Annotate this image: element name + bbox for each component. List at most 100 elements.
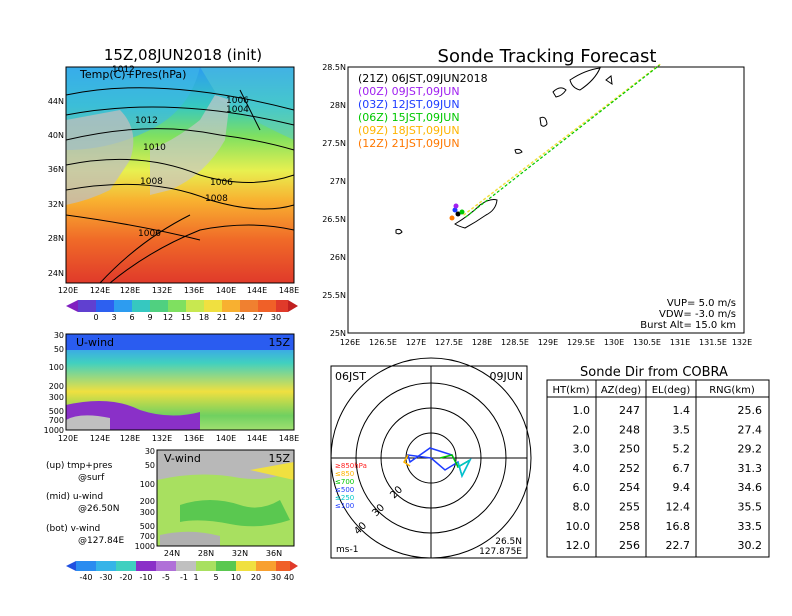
wind-colorbar-tick: -1 [180,573,188,582]
table-body: 1.0 247 1.4 25.6 2.0 248 3.5 27.4 3.0 250 5.2 29.2 4… [566,404,763,552]
temp-colorbar-tick: 27 [253,313,263,322]
v-wind-y-tick: 30 [145,447,155,456]
v-wind-y-tick: 1000 [135,542,155,551]
v-wind-y-tick: 100 [140,480,155,489]
temp-colorbar-tick: 6 [129,313,134,322]
wind-colorbar-tick: 20 [251,573,261,582]
left-map-x-tick: 148E [279,286,299,295]
track-title: Sonde Tracking Forecast [438,46,657,67]
table-header-cell: AZ(deg) [601,385,641,396]
table-cell: 256 [619,539,640,552]
isobar-label: 1010 [143,143,166,153]
table-cell: 25.6 [738,404,763,417]
note-mid-2: @26.50N [78,504,120,514]
track-x-tick: 129.5E [567,338,595,347]
u-wind-time: 15Z [268,336,290,349]
track-x-ticks: 126E 126.5E 127E 127.5E 128E 128.5E 129E… [340,338,752,347]
launch-point [453,203,459,209]
u-wind-x-tick: 148E [279,434,299,443]
table-cell: 3.5 [673,423,691,436]
temp-colorbar-tick: 24 [235,313,245,322]
isobar-labels: 1012 1012 1006 1004 1010 1008 1006 1008 … [112,65,249,239]
track-legend: (21Z) 06JST,09JUN2018 (00Z) 09JST,09JUN … [358,72,488,150]
polar-lat: 26.5N [495,537,522,547]
temp-colorbar-tick: 12 [163,313,173,322]
table-cell: 9.4 [673,481,691,494]
v-wind-y-tick: 200 [140,497,155,506]
u-wind-x-tick: 128E [120,434,140,443]
legend-notes: (up) tmp+pres @surf (mid) u-wind @26.50N… [46,461,124,546]
u-wind-y-tick: 200 [49,382,64,391]
isobar-label: 1006 [138,229,161,239]
table-cell: 247 [619,404,640,417]
wind-colorbar-tick: -40 [79,573,92,582]
track-y-tick: 28.5N [322,63,346,72]
track-y-tick: 26.5N [322,215,346,224]
table-cell: 258 [619,520,640,533]
wind-colorbar-tick: -5 [162,573,170,582]
left-map-y-ticks: 44N 40N 36N 32N 28N 24N [48,97,64,278]
u-wind-x-tick: 120E [58,434,78,443]
overlay-label: Temp(C)+Pres(hPa) [79,68,186,81]
altitude-legend-item: ≤100 [335,502,354,510]
left-map-x-tick: 120E [58,286,78,295]
u-wind-y-tick: 30 [54,331,64,340]
polar-unit: ms-1 [336,545,358,555]
wind-colorbar-tick: -10 [139,573,152,582]
altitude-legend-item: ≤500 [335,486,354,494]
isobar-label: 1006 [226,96,249,106]
launch-point [459,209,465,215]
track-x-tick: 131E [670,338,690,347]
track-line-yellow [463,62,662,216]
track-y-tick: 27.5N [322,139,346,148]
isobar-label: 1008 [205,194,228,204]
track-param: VUP= 5.0 m/s [667,298,736,309]
v-wind-y-tick: 700 [140,532,155,541]
left-map-y-tick: 44N [48,97,64,106]
polar-title-right: 09JUN [489,370,523,383]
table-cell: 27.4 [738,423,763,436]
launch-point [449,215,455,221]
altitude-legend: ≥850hPa ≤850 ≤700 ≤500 ≤250 ≤100 [335,462,367,510]
altitude-legend-item: ≤850 [335,470,354,478]
wind-colorbar-tick: 30 [271,573,281,582]
v-wind-panel: V-wind 15Z [156,449,295,547]
polar-panel: 06JST 09JUN 20 30 40 ≥850hPa ≤850 ≤700 ≤… [330,357,532,559]
table-title: Sonde Dir from COBRA [580,365,728,380]
table-cell: 250 [619,443,640,456]
v-wind-label: V-wind [164,452,201,465]
altitude-legend-item: ≤250 [335,494,354,502]
wind-trace-orange [403,454,411,467]
u-wind-x-tick: 144E [247,434,267,443]
track-legend-item: (06Z) 15JST,09JUN [358,111,460,124]
table-cell: 2.0 [573,423,591,436]
left-map-y-tick: 40N [48,131,64,140]
table-cell: 12.4 [666,501,691,514]
table-cell: 255 [619,501,640,514]
isobar-label: 1012 [135,116,158,126]
track-x-tick: 131.5E [699,338,727,347]
table-cell: 254 [619,481,640,494]
u-wind-panel: U-wind 15Z [65,333,295,431]
isobar-label: 1012 [112,65,135,75]
track-x-tick: 132E [732,338,752,347]
u-wind-y-tick: 1000 [44,426,64,435]
table-cell: 12.0 [566,539,591,552]
table-cell: 16.8 [666,520,691,533]
table-cell: 31.3 [738,462,763,475]
left-map-y-tick: 32N [48,200,64,209]
left-map-x-tick: 128E [120,286,140,295]
u-wind-y-tick: 700 [49,416,64,425]
isobar-label: 1006 [210,178,233,188]
temp-colorbar-tick: 30 [271,313,281,322]
track-x-tick: 130E [604,338,624,347]
v-wind-x-tick: 36N [266,549,282,558]
table-header-cell: HT(km) [553,385,590,396]
left-map-x-ticks: 120E 124E 128E 132E 136E 140E 144E 148E [58,286,299,295]
table-cell: 6.0 [573,481,591,494]
left-map-x-tick: 132E [152,286,172,295]
wind-colorbar-ticks: -40 -30 -20 -10 -5 -1 1 5 10 20 30 40 [79,573,294,582]
polar-title-left: 06JST [335,370,366,383]
track-params: VUP= 5.0 m/s VDW= -3.0 m/s Burst Alt= 15… [640,298,736,331]
